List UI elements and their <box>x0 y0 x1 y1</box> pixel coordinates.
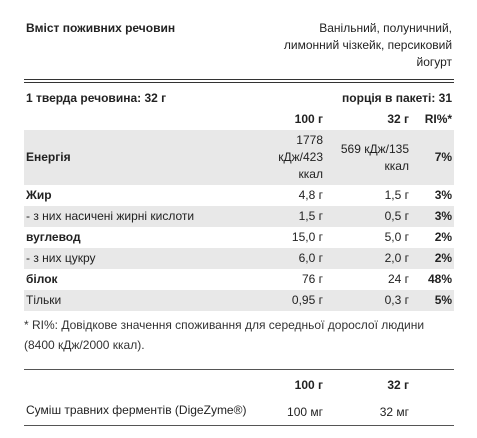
cell: 3% <box>434 188 453 202</box>
cell: 1,5 г <box>384 188 409 202</box>
cell: 2,0 г <box>325 248 411 269</box>
nutrition-panel: Вміст поживних речовин Ванільний, полуни… <box>24 18 455 426</box>
cell: 0,95 г <box>249 290 325 311</box>
column-header: 100 г <box>294 377 323 392</box>
cell: 100 мг <box>249 400 325 426</box>
cell: 569 кДж/135 ккал <box>325 130 411 185</box>
cell: 48% <box>428 272 453 286</box>
cell: 2% <box>434 230 453 244</box>
row-label: вуглевод <box>26 230 81 244</box>
cell: 5% <box>411 290 455 311</box>
cell: 2% <box>411 248 455 269</box>
cell: 24 г <box>387 272 409 286</box>
row-label: Суміш травних ферментів (DigeZyme®) <box>24 400 249 426</box>
column-header: 100 г <box>294 112 323 126</box>
footnote: * RI%: Довідкове значення споживання для… <box>24 311 454 370</box>
row-label: - з них насичені жирні кислоти <box>24 206 249 227</box>
cell: 15,0 г <box>291 230 323 244</box>
column-header: RI%* <box>424 112 453 126</box>
cell: 1,5 г <box>249 206 325 227</box>
header-title: Вміст поживних речовин <box>26 21 176 35</box>
enzyme-table: 100 г 32 г Суміш травних ферментів (Dige… <box>24 370 454 426</box>
cell: 0,5 г <box>325 206 411 227</box>
cell: 0,3 г <box>325 290 411 311</box>
row-label: Тільки <box>24 290 249 311</box>
serving-size: 1 тверда речовина: 32 г <box>24 79 325 109</box>
column-header: 32 г <box>387 112 409 126</box>
row-label: Енергія <box>24 130 249 185</box>
row-label: білок <box>26 272 58 286</box>
row-label: Жир <box>26 188 52 202</box>
cell: 76 г <box>301 272 323 286</box>
row-label: - з них цукру <box>24 248 249 269</box>
cell: 6,0 г <box>249 248 325 269</box>
column-header: 32 г <box>387 377 409 392</box>
cell: 32 мг <box>325 400 411 426</box>
cell: 3% <box>411 206 455 227</box>
cell: 7% <box>411 130 455 185</box>
cell: 1778 кДж/423 ккал <box>249 130 325 185</box>
serving-per-pack: порція в пакеті: 31 <box>325 79 455 109</box>
nutrition-table: Вміст поживних речовин Ванільний, полуни… <box>24 18 455 311</box>
header-flavors: Ванільний, полуничний, лимонний чізкейк,… <box>283 21 453 69</box>
cell: 5,0 г <box>384 230 409 244</box>
cell: 4,8 г <box>298 188 323 202</box>
